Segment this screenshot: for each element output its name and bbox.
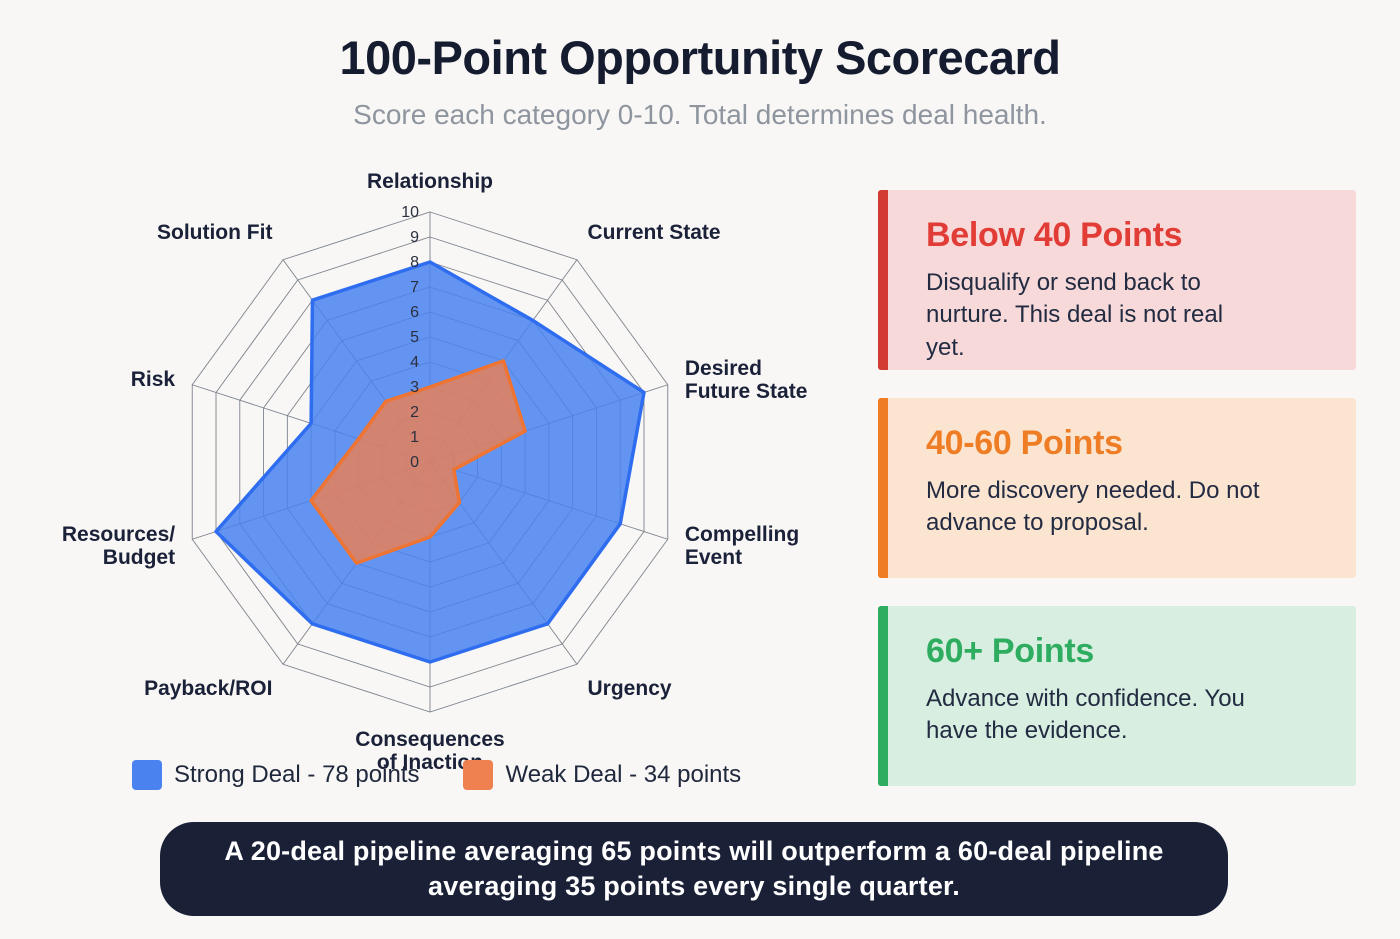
radar-axis-label: Urgency	[588, 677, 672, 700]
radar-axis-label: Desired Future State	[685, 357, 808, 403]
chart-legend: Strong Deal - 78 points Weak Deal - 34 p…	[132, 760, 741, 790]
radar-axis-label: Resources/Budget	[62, 523, 175, 569]
page-title: 100-Point Opportunity Scorecard	[339, 31, 1061, 84]
legend-label-strong-deal: Strong Deal - 78 points	[174, 761, 420, 788]
radar-tick-label: 0	[410, 454, 419, 471]
radar-tick-label: 9	[410, 229, 419, 246]
radar-axis-label: Risk	[131, 368, 176, 391]
radar-tick-label: 3	[410, 379, 419, 396]
panel-title-below-40: Below 40 Points	[926, 216, 1183, 254]
radar-series-polygon	[309, 359, 527, 565]
radar-axis-label: Consequences of Inaction	[355, 728, 504, 774]
radar-tick-label: 2	[410, 404, 419, 421]
radar-chart-area: 0 1 2 3 4 5 6 7 8 9 10 Relationship Current State Des…	[30, 160, 860, 785]
footer-banner: A 20-deal pipeline averaging 65 points w…	[160, 822, 1228, 916]
radar-tick-label: 7	[410, 279, 419, 296]
panel-40-60-points: 40-60 Points More discovery needed. Do n…	[878, 398, 1356, 578]
radar-axis-label: Payback/ROI	[144, 677, 272, 700]
legend-item-weak-deal: Weak Deal - 34 points	[463, 760, 741, 790]
radar-axis-label: Solution Fit	[157, 221, 272, 244]
radar-tick-label: 1	[410, 429, 419, 446]
radar-tick-label: 10	[401, 204, 419, 221]
panel-title-60-plus: 60+ Points	[926, 632, 1095, 670]
legend-swatch-strong-deal	[132, 760, 162, 790]
radar-tick-label: 8	[410, 254, 419, 271]
panel-title-40-60: 40-60 Points	[926, 424, 1123, 462]
panel-below-40-points: Below 40 Points Disqualify or send back …	[878, 190, 1356, 370]
radar-tick-label: 6	[410, 304, 419, 321]
panel-body-60-plus: Advance with confidence. You have the ev…	[926, 685, 1245, 745]
header: 100-Point Opportunity Scorecard Score ea…	[0, 30, 1400, 131]
radar-axis-label: Relationship	[367, 170, 493, 193]
radar-tick-label: 5	[410, 329, 419, 346]
panel-60-plus-points: 60+ Points Advance with confidence. You …	[878, 606, 1356, 786]
radar-axis-label: Current State	[588, 221, 721, 244]
legend-item-strong-deal: Strong Deal - 78 points	[132, 760, 419, 790]
radar-tick-label: 4	[410, 354, 419, 371]
radar-chart: 0 1 2 3 4 5 6 7 8 9 10 Relationship Current State Des…	[62, 170, 808, 774]
page-subtitle: Score each category 0-10. Total determin…	[353, 99, 1047, 130]
panel-body-40-60: More discovery needed. Do not advance to…	[926, 477, 1260, 537]
panel-body-below-40: Disqualify or send back to nurture. This…	[926, 269, 1224, 361]
legend-label-weak-deal: Weak Deal - 34 points	[505, 761, 742, 788]
legend-swatch-weak-deal	[463, 760, 494, 790]
banner-text: A 20-deal pipeline averaging 65 points w…	[224, 835, 1164, 901]
radar-axis-label: Compelling Event	[685, 523, 799, 569]
